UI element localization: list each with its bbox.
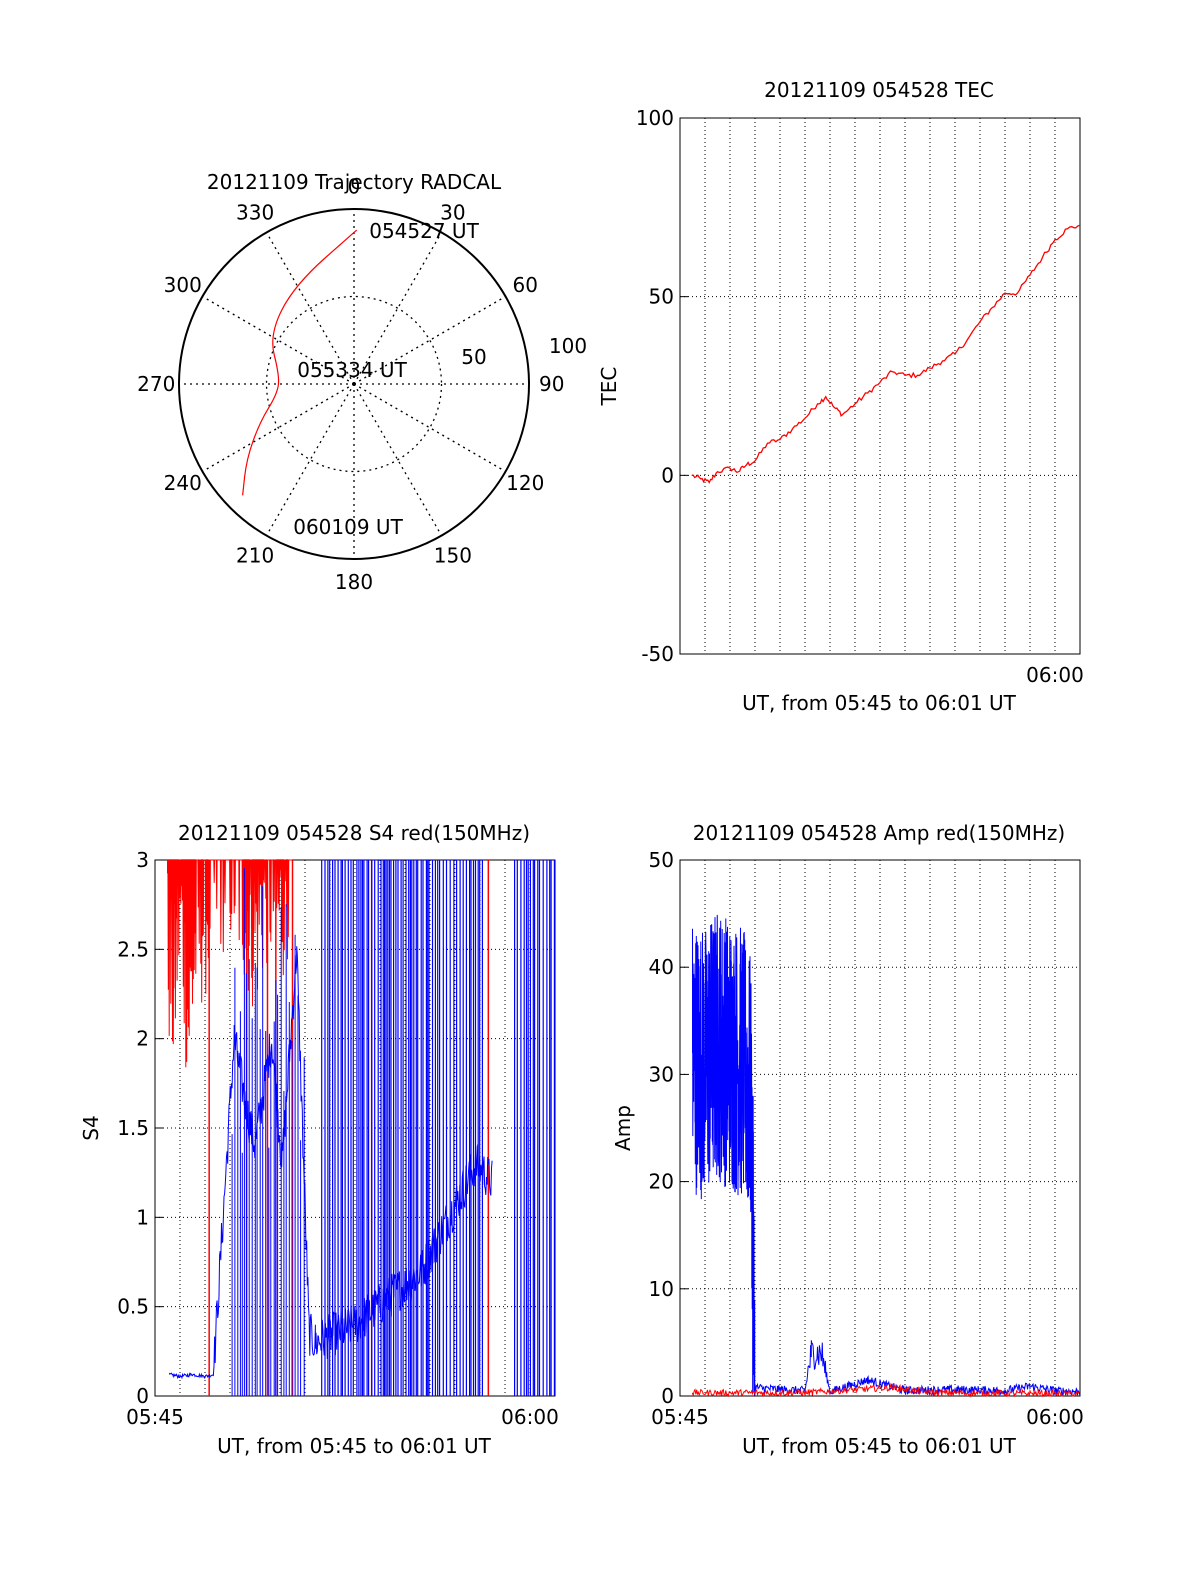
s4-title: 20121109 054528 S4 red(150MHz) <box>178 821 530 845</box>
y-tick-label: 20 <box>649 1170 674 1194</box>
tec-data <box>691 224 1081 484</box>
trajectory-annotation: 060109 UT <box>293 515 403 539</box>
radial-label: 100 <box>549 334 587 358</box>
y-tick-label: 50 <box>649 848 674 872</box>
polar-spoke <box>353 295 506 385</box>
tec-title: 20121109 054528 TEC <box>764 78 994 102</box>
polar-spoke <box>265 383 355 536</box>
y-tick-label: 0 <box>661 463 674 487</box>
angle-label: 30 <box>440 201 465 225</box>
trajectory-line <box>242 229 358 496</box>
polar-grid <box>178 208 530 560</box>
polar-spoke <box>202 383 355 473</box>
plot-frame <box>679 859 1081 1397</box>
polar-title: 20121109 Trajectory RADCAL <box>207 170 502 194</box>
x-tick-label: 05:45 <box>651 1405 709 1429</box>
y-tick-label: 0 <box>136 1384 149 1408</box>
polar-spoke <box>265 232 355 385</box>
amp-blue-series <box>692 914 1081 1397</box>
angle-label: 210 <box>236 543 274 567</box>
y-tick-label: 3 <box>136 848 149 872</box>
angle-label: 300 <box>164 273 202 297</box>
y-tick-label: 10 <box>649 1277 674 1301</box>
tec-axes: -50 0 50 100 06:00 <box>636 106 1084 687</box>
y-tick-label: 0 <box>661 1384 674 1408</box>
y-tick-label: 0.5 <box>117 1295 149 1319</box>
polar-spoke <box>353 383 443 536</box>
amp-title: 20121109 054528 Amp red(150MHz) <box>693 821 1065 845</box>
polar-inner-circle <box>265 295 443 473</box>
angle-label: 120 <box>506 471 544 495</box>
y-tick-label: 40 <box>649 955 674 979</box>
s4-ylabel: S4 <box>79 1115 103 1140</box>
y-tick-label: 50 <box>649 285 674 309</box>
radial-label: 50 <box>461 345 486 369</box>
polar-spoke <box>202 295 355 385</box>
y-tick-label: 2.5 <box>117 937 149 961</box>
s4-panel: 20121109 054528 S4 red(150MHz) UT, from … <box>79 821 559 1458</box>
tec-panel: 20121109 054528 TEC UT, from 05:45 to 06… <box>597 78 1084 715</box>
angle-label: 270 <box>137 372 175 396</box>
x-tick-label: 06:00 <box>1026 663 1084 687</box>
y-tick-label: 30 <box>649 1062 674 1086</box>
s4-red-series <box>167 859 293 1068</box>
angle-label: 240 <box>164 471 202 495</box>
y-tick-label: 100 <box>636 106 674 130</box>
amp-red-series <box>692 1382 1081 1398</box>
polar-spoke <box>353 383 506 473</box>
tec-ylabel: TEC <box>597 367 621 407</box>
plot-frame <box>679 117 1081 655</box>
y-tick-label: 1 <box>136 1205 149 1229</box>
angle-label: 60 <box>513 273 538 297</box>
amp-data <box>692 914 1081 1398</box>
tec-series-line <box>691 224 1081 484</box>
polar-spoke <box>353 232 443 385</box>
trajectory-polar-panel: 20121109 Trajectory RADCAL 0 30 60 90 120 150… <box>137 170 587 594</box>
x-tick-label: 06:00 <box>501 1405 559 1429</box>
x-tick-label: 05:45 <box>126 1405 184 1429</box>
polar-trajectory: 054527 UT 055334 UT 060109 UT <box>242 219 480 539</box>
x-tick-label: 06:00 <box>1026 1405 1084 1429</box>
angle-label: 180 <box>335 570 373 594</box>
s4-data <box>167 859 556 1396</box>
trajectory-annotation: 054527 UT <box>369 219 479 243</box>
tec-xlabel: UT, from 05:45 to 06:01 UT <box>742 691 1017 715</box>
s4-xlabel: UT, from 05:45 to 06:01 UT <box>217 1434 492 1458</box>
polar-labels: 0 30 60 90 120 150 180 210 240 270 300 330 50 100 <box>137 174 587 594</box>
amp-panel: 20121109 054528 Amp red(150MHz) UT, from… <box>611 821 1084 1458</box>
angle-label: 90 <box>539 372 564 396</box>
y-tick-label: 1.5 <box>117 1116 149 1140</box>
trajectory-annotation: 055334 UT <box>297 358 407 382</box>
y-tick-label: -50 <box>641 642 674 666</box>
angle-label: 0 <box>348 174 361 198</box>
amp-ylabel: Amp <box>611 1105 635 1151</box>
amp-xlabel: UT, from 05:45 to 06:01 UT <box>742 1434 1017 1458</box>
y-tick-label: 2 <box>136 1027 149 1051</box>
angle-label: 330 <box>236 201 274 225</box>
angle-label: 150 <box>434 543 472 567</box>
